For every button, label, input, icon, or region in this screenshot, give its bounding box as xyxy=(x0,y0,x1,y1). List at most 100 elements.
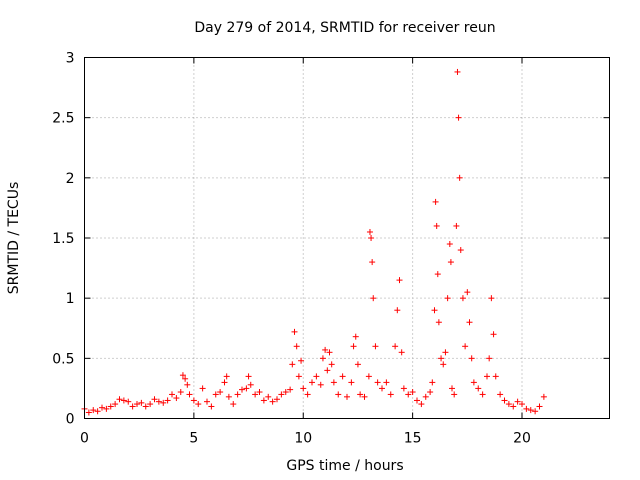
y-tick-label: 1.5 xyxy=(52,231,74,247)
data-point xyxy=(112,401,119,408)
data-point xyxy=(90,407,97,414)
data-point xyxy=(369,259,376,266)
data-point xyxy=(348,379,355,386)
data-point xyxy=(383,379,390,386)
data-point xyxy=(429,379,436,386)
data-point xyxy=(190,397,197,404)
data-point xyxy=(492,373,499,380)
data-point xyxy=(490,331,497,338)
data-point xyxy=(289,361,296,368)
y-tick-label: 2 xyxy=(66,171,75,187)
data-point xyxy=(350,343,357,350)
data-point xyxy=(339,373,346,380)
data-point xyxy=(372,343,379,350)
chart-title: Day 279 of 2014, SRMTID for receiver reu… xyxy=(194,20,495,36)
data-point xyxy=(225,393,232,400)
data-point xyxy=(195,401,202,408)
data-point xyxy=(510,403,517,410)
data-point xyxy=(245,373,252,380)
data-point xyxy=(484,373,490,380)
data-point xyxy=(532,408,539,415)
data-point xyxy=(501,397,508,404)
data-point xyxy=(456,174,463,181)
data-point xyxy=(274,396,280,403)
data-point xyxy=(486,355,493,362)
data-point xyxy=(230,401,237,408)
data-point xyxy=(344,393,350,400)
data-point xyxy=(466,319,473,326)
data-point xyxy=(368,235,375,241)
data-point xyxy=(444,295,451,302)
data-point xyxy=(252,391,259,398)
data-point xyxy=(433,222,440,229)
data-point xyxy=(462,343,469,350)
data-point xyxy=(184,381,191,388)
data-point xyxy=(396,277,403,284)
data-point xyxy=(392,343,399,350)
x-tick-label: 5 xyxy=(189,431,198,447)
data-point xyxy=(291,328,298,335)
axis-ticks xyxy=(84,57,610,419)
data-point xyxy=(398,349,405,356)
data-point xyxy=(330,379,337,386)
data-point xyxy=(379,385,385,392)
data-point xyxy=(239,386,245,393)
data-point xyxy=(278,391,285,398)
data-point xyxy=(208,403,215,410)
data-point xyxy=(454,68,461,75)
y-tick-label: 3 xyxy=(66,51,75,67)
data-point xyxy=(451,391,458,398)
data-point xyxy=(269,398,276,405)
data-point xyxy=(217,389,224,396)
data-point xyxy=(179,372,186,379)
x-axis-label: GPS time / hours xyxy=(286,458,403,474)
x-tick-label: 10 xyxy=(294,431,312,447)
data-point xyxy=(173,395,180,402)
data-point xyxy=(488,295,495,302)
data-point xyxy=(85,409,92,416)
grid xyxy=(84,57,610,419)
data-point xyxy=(505,401,512,408)
data-point xyxy=(300,385,307,392)
data-point xyxy=(234,391,241,398)
data-point xyxy=(405,391,412,398)
data-point xyxy=(527,407,534,414)
data-point xyxy=(293,343,300,350)
data-point xyxy=(265,393,272,400)
data-point xyxy=(457,247,464,254)
data-point xyxy=(455,114,462,121)
x-tick-labels: 0 5 10 15 20 xyxy=(80,431,531,447)
data-point xyxy=(99,404,105,411)
data-point xyxy=(326,349,333,356)
data-point xyxy=(151,396,158,403)
data-point xyxy=(199,385,206,392)
data-point xyxy=(186,391,193,398)
data-point xyxy=(317,381,324,388)
data-point xyxy=(120,397,127,404)
data-point xyxy=(182,375,189,382)
data-point xyxy=(177,389,184,396)
data-point xyxy=(298,357,305,364)
data-point xyxy=(335,391,342,398)
data-point xyxy=(387,391,394,398)
data-point xyxy=(435,319,442,326)
data-point xyxy=(409,389,416,396)
data-point xyxy=(304,391,311,398)
data-point xyxy=(116,396,123,403)
data-point xyxy=(536,403,543,410)
data-point xyxy=(432,198,439,205)
data-points xyxy=(81,68,547,416)
data-point xyxy=(256,389,263,396)
data-point xyxy=(442,349,449,356)
data-point xyxy=(129,403,136,410)
y-tick-labels: 0 0.5 1 1.5 2 2.5 3 xyxy=(52,51,74,428)
data-point xyxy=(322,346,329,353)
data-point xyxy=(155,398,162,405)
data-point xyxy=(107,403,114,410)
data-point xyxy=(328,361,335,368)
data-point xyxy=(468,355,475,362)
data-point xyxy=(453,222,460,229)
data-point xyxy=(295,373,302,380)
y-tick-label: 2.5 xyxy=(52,111,74,127)
